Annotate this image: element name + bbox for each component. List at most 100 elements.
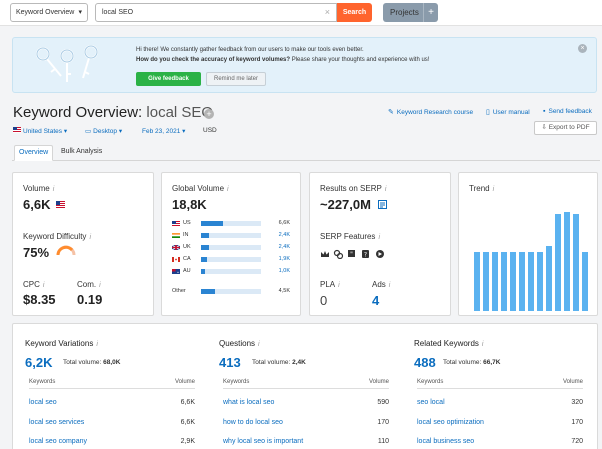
volume-bar (201, 245, 261, 250)
tab-bulk-analysis[interactable]: Bulk Analysis (61, 148, 103, 155)
remind-later-button[interactable]: Remind me later (206, 72, 266, 86)
info-icon[interactable]: i (492, 186, 495, 193)
tab-overview[interactable]: Overview (14, 145, 54, 161)
volume-value: 6,6K (23, 197, 51, 212)
country-row-uk[interactable]: UK 2,4K (172, 243, 290, 252)
serp-card: Results on SERP i ~227,0M SERP Features i … (309, 172, 451, 316)
search-input[interactable]: local SEO × (95, 3, 337, 22)
give-feedback-button[interactable]: Give feedback (136, 72, 201, 86)
pla-label: PLA i (320, 280, 340, 289)
india-flag-icon (172, 233, 180, 238)
trend-chart (473, 203, 589, 311)
info-icon[interactable]: i (481, 341, 484, 348)
table-row: local seo company 2,9K (29, 438, 195, 445)
info-icon[interactable]: i (258, 341, 260, 348)
user-manual-link[interactable]: ▯ User manual (486, 109, 530, 116)
info-icon[interactable]: i (338, 282, 340, 289)
related-keywords-total: Total volume: 66,7K (443, 359, 501, 366)
global-volume-card: Global Volume i 18,8K US 6,6K IN 2,4K UK … (161, 172, 301, 316)
send-feedback-link[interactable]: ▪ Send feedback (543, 108, 592, 115)
page-title: Keyword Overview: local SEO (13, 104, 214, 121)
info-icon[interactable]: i (42, 282, 45, 289)
ads-value[interactable]: 4 (372, 293, 380, 308)
info-icon[interactable]: i (378, 234, 380, 241)
uk-flag-icon (172, 245, 180, 250)
kd-value: 75% (23, 245, 50, 260)
difficulty-gauge-icon (56, 245, 76, 256)
keyword-lists-card: Keyword Variations i 6,2K Total volume: 6… (12, 323, 598, 449)
table-row: local business seo 720 (417, 438, 583, 445)
keyword-variations-count[interactable]: 6,2K (25, 355, 53, 370)
projects-button[interactable]: Projects + (383, 3, 438, 22)
table-header: Keywords Volume (417, 379, 583, 389)
keyword-link[interactable]: local seo (29, 399, 57, 406)
projects-label: Projects (390, 8, 419, 17)
clear-icon[interactable]: × (324, 7, 330, 17)
serp-snapshot-icon[interactable] (378, 200, 387, 209)
com-value: 0.19 (77, 292, 103, 307)
cpc-value: $8.35 (23, 292, 56, 307)
trend-bar (536, 251, 543, 311)
questions-count[interactable]: 413 (219, 355, 241, 370)
info-icon[interactable]: i (384, 186, 387, 193)
info-icon[interactable]: i (388, 282, 391, 289)
date-filter[interactable]: Feb 23, 2021 ▾ (142, 128, 186, 135)
info-icon[interactable]: i (227, 186, 229, 193)
trend-bar (492, 251, 499, 311)
country-row-au[interactable]: AU 1,0K (172, 267, 290, 276)
keyword-link[interactable]: local seo optimization (417, 419, 484, 426)
info-icon[interactable]: i (96, 341, 98, 348)
australia-flag-icon (172, 269, 180, 274)
table-header: Keywords Volume (223, 379, 389, 389)
volume-bar (201, 221, 261, 226)
info-icon[interactable]: i (89, 234, 91, 241)
pla-value: 0 (320, 293, 328, 308)
country-filter[interactable]: United States ▾ (13, 127, 67, 135)
search-button[interactable]: Search (337, 3, 372, 22)
feedback-banner: Hi there! We constantly gather feedback … (12, 37, 597, 93)
info-icon[interactable]: i (52, 186, 55, 193)
keys-illustration-icon (36, 45, 98, 82)
keyword-link[interactable]: local seo services (29, 419, 85, 426)
keyword-link[interactable]: local business seo (417, 438, 475, 445)
volume-label: Volume i (23, 184, 55, 193)
country-row-other: Other 4,5K (172, 288, 290, 294)
volume-bar (201, 289, 261, 294)
keyword-link[interactable]: why local seo is important (223, 438, 304, 445)
us-flag-icon (13, 127, 21, 135)
us-flag-icon (56, 201, 65, 208)
results-on-serp-label: Results on SERP i (320, 184, 387, 193)
svg-text:": " (350, 251, 353, 258)
country-row-ca[interactable]: CA 1,9K (172, 255, 290, 264)
research-course-link[interactable]: ✎ Keyword Research course (388, 109, 474, 116)
faq-icon: ? (362, 250, 369, 259)
export-pdf-button[interactable]: ⇩ Export to PDF (534, 121, 597, 135)
banner-text-1: Hi there! We constantly gather feedback … (136, 47, 364, 53)
keyword-variations-total: Total volume: 68,0K (63, 359, 121, 366)
close-icon[interactable]: × (578, 44, 587, 53)
search-input-value: local SEO (102, 9, 134, 16)
trend-bar (554, 213, 561, 311)
info-icon[interactable]: i (99, 282, 101, 289)
us-flag-icon (172, 221, 180, 226)
keyword-link[interactable]: seo local (417, 399, 445, 406)
volume-bar (201, 257, 261, 262)
table-row: local seo services 6,6K (29, 419, 195, 426)
keyword-link[interactable]: what is local seo (223, 399, 275, 406)
currency-label: USD (203, 127, 217, 134)
trend-bar (581, 251, 588, 311)
add-project-button[interactable]: + (423, 3, 438, 22)
table-row: what is local seo 590 (223, 399, 389, 406)
table-header: Keywords Volume (29, 379, 195, 389)
related-keywords-count[interactable]: 488 (414, 355, 436, 370)
tool-select[interactable]: Keyword Overview ▾ (10, 3, 88, 22)
country-row-in[interactable]: IN 2,4K (172, 231, 290, 240)
export-icon: ⇩ (541, 124, 547, 131)
review-icon: " (348, 250, 355, 258)
add-keyword-icon[interactable]: + (204, 109, 214, 119)
device-filter[interactable]: ▭ Desktop ▾ (85, 128, 123, 135)
results-on-serp-value: ~227,0M (320, 197, 371, 212)
keyword-link[interactable]: local seo company (29, 438, 87, 445)
keyword-link[interactable]: how to do local seo (223, 419, 283, 426)
volume-bar (201, 233, 261, 238)
